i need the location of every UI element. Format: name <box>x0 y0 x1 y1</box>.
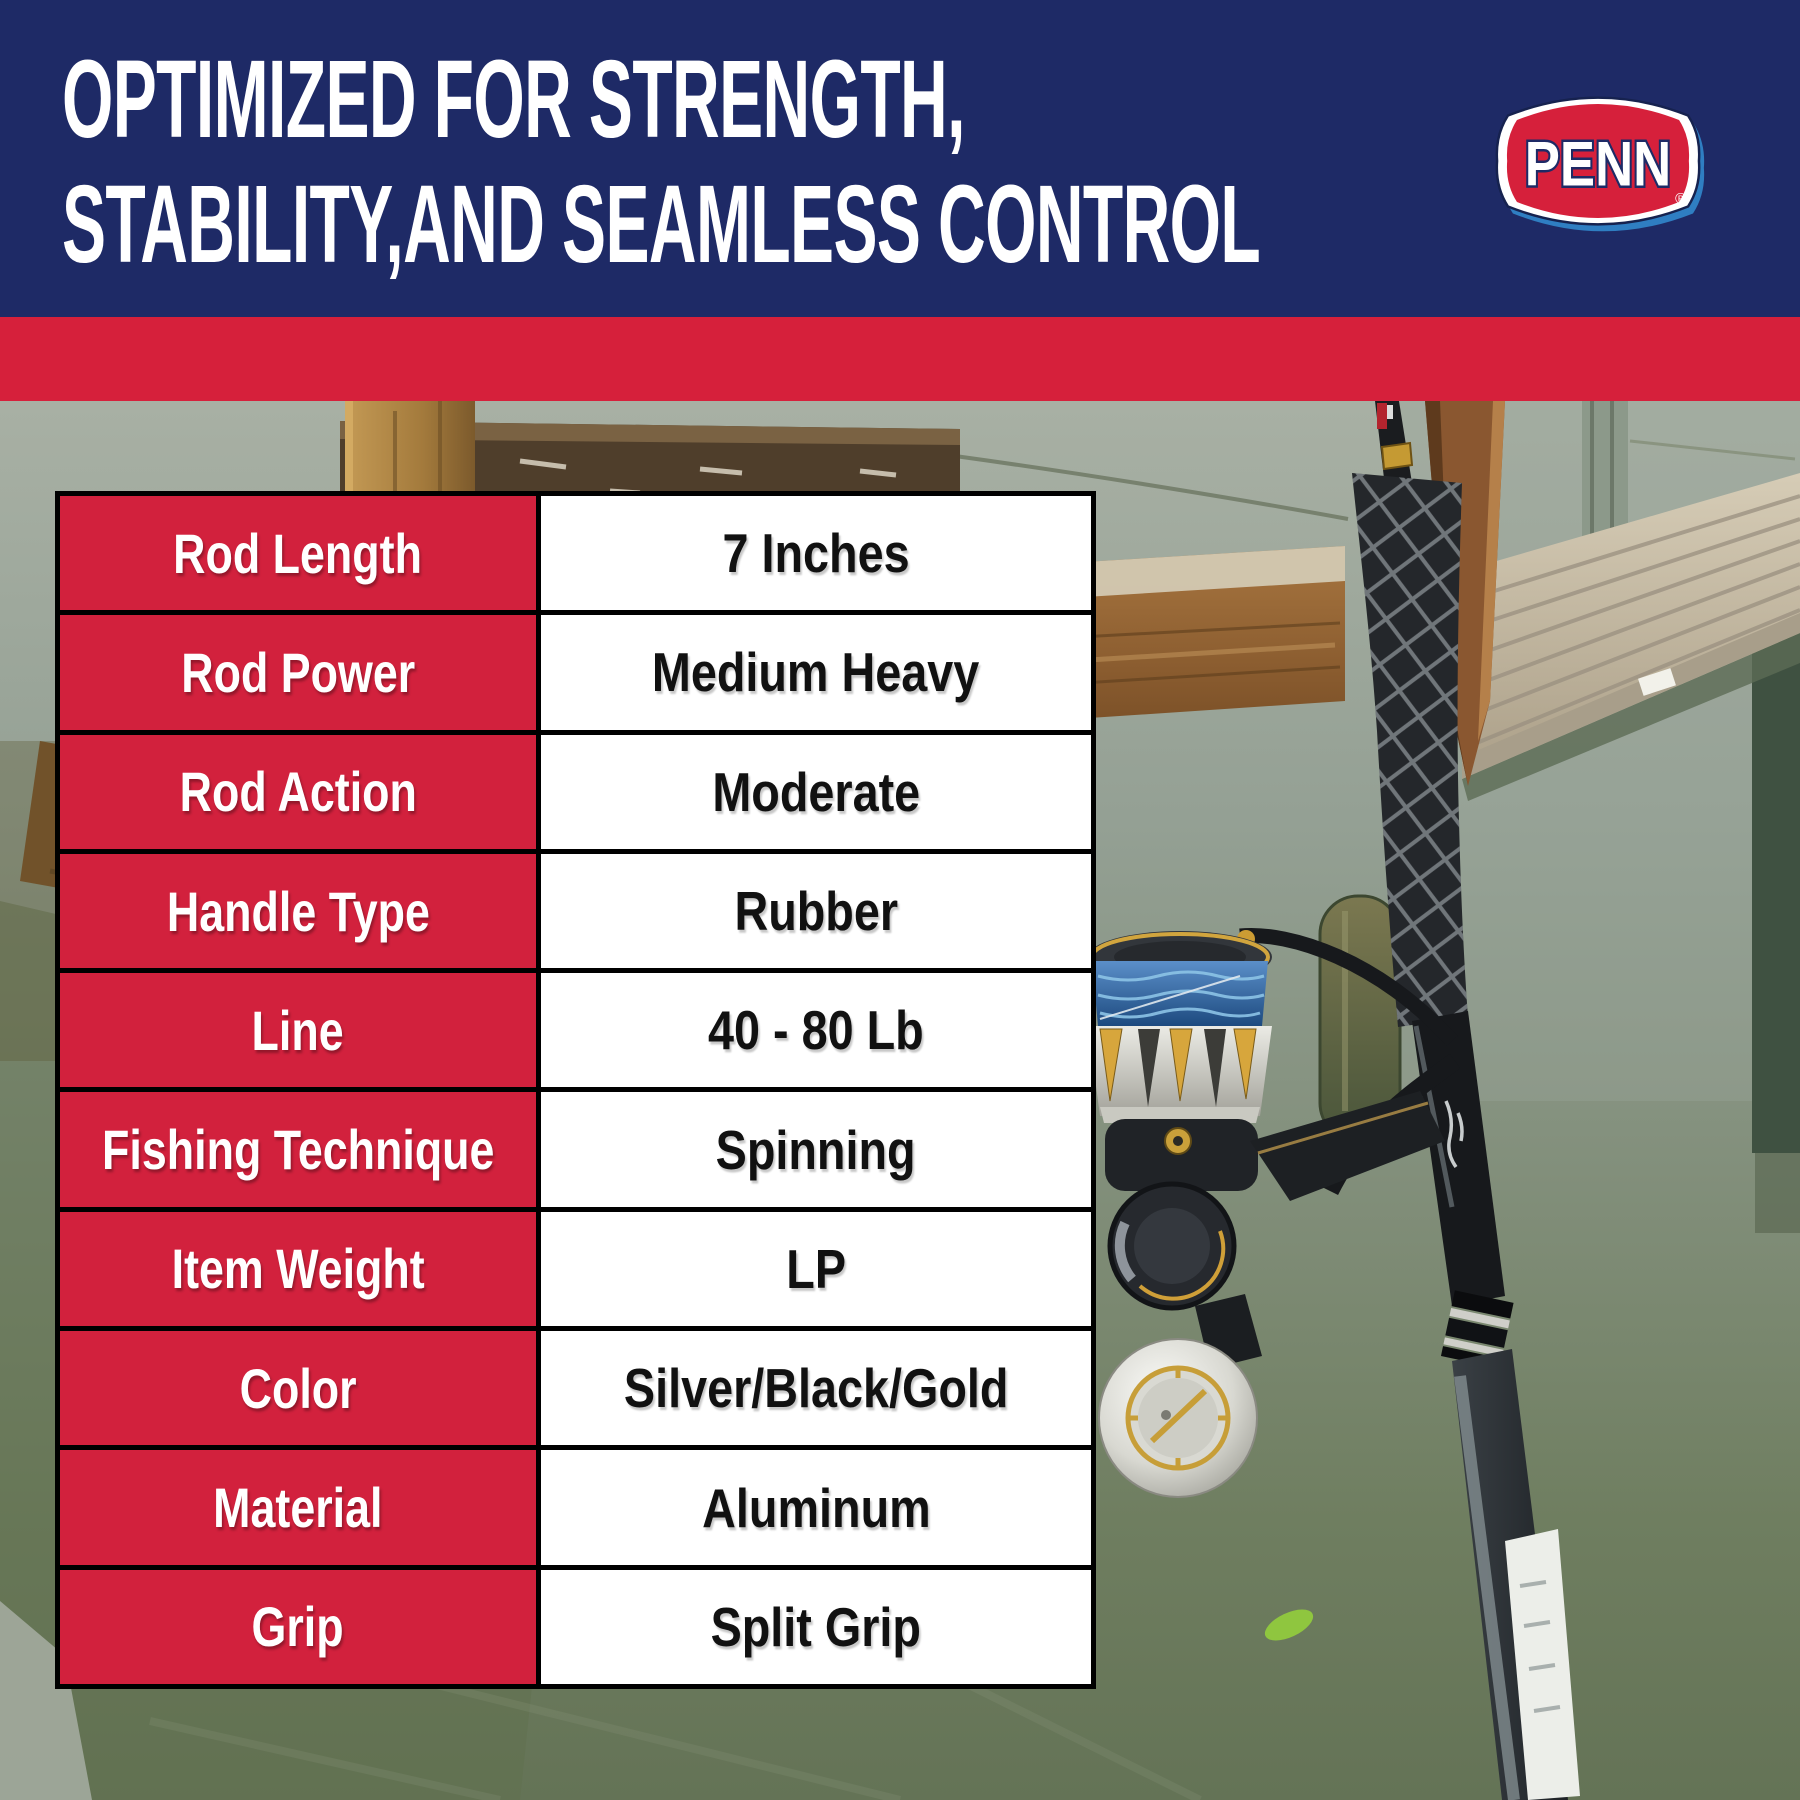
spec-value-cell: Aluminum <box>541 1450 1091 1565</box>
spec-label-cell: Material <box>60 1450 536 1565</box>
penn-logo: PENN ® <box>1495 96 1705 232</box>
spec-label-cell: Color <box>60 1331 536 1446</box>
page-title-line1: OPTIMIZED FOR STRENGTH, <box>62 38 965 161</box>
fishing-rod-illustration <box>1352 401 1580 1800</box>
accent-band <box>0 317 1800 401</box>
spec-label-cell: Line <box>60 973 536 1088</box>
spec-value-cell: Spinning <box>541 1092 1091 1207</box>
registered-mark: ® <box>1675 192 1686 208</box>
spec-label-cell: Grip <box>60 1569 536 1684</box>
spec-value-cell: LP <box>541 1211 1091 1327</box>
spec-label-cell: Rod Power <box>60 615 536 730</box>
spec-value-cell: Medium Heavy <box>541 615 1091 730</box>
spec-value-cell: Rubber <box>541 853 1091 969</box>
spec-value-cell: Silver/Black/Gold <box>541 1331 1091 1446</box>
spec-value-cell: 7 Inches <box>541 496 1091 611</box>
spec-value-cell: 40 - 80 Lb <box>541 973 1091 1088</box>
spec-label-cell: Rod Length <box>60 496 536 611</box>
spinning-reel-illustration <box>1088 927 1461 1498</box>
spec-label-cell: Fishing Technique <box>60 1092 536 1207</box>
spec-label-cell: Handle Type <box>60 853 536 969</box>
brand-text: PENN <box>1525 130 1671 200</box>
logo-badge <box>1506 104 1690 219</box>
spec-label-cell: Item Weight <box>60 1211 536 1327</box>
spec-value-cell: Split Grip <box>541 1569 1091 1684</box>
page-title-line2: STABILITY,AND SEAMLESS CONTROL <box>62 163 1261 286</box>
spec-label-cell: Rod Action <box>60 734 536 849</box>
page-title: OPTIMIZED FOR STRENGTH, STABILITY,AND SE… <box>62 37 1261 287</box>
spec-value-cell: Moderate <box>541 734 1091 849</box>
header-band: OPTIMIZED FOR STRENGTH, STABILITY,AND SE… <box>0 0 1800 317</box>
specs-table: Rod Length 7 Inches Rod Power Medium Hea… <box>55 491 1096 1689</box>
